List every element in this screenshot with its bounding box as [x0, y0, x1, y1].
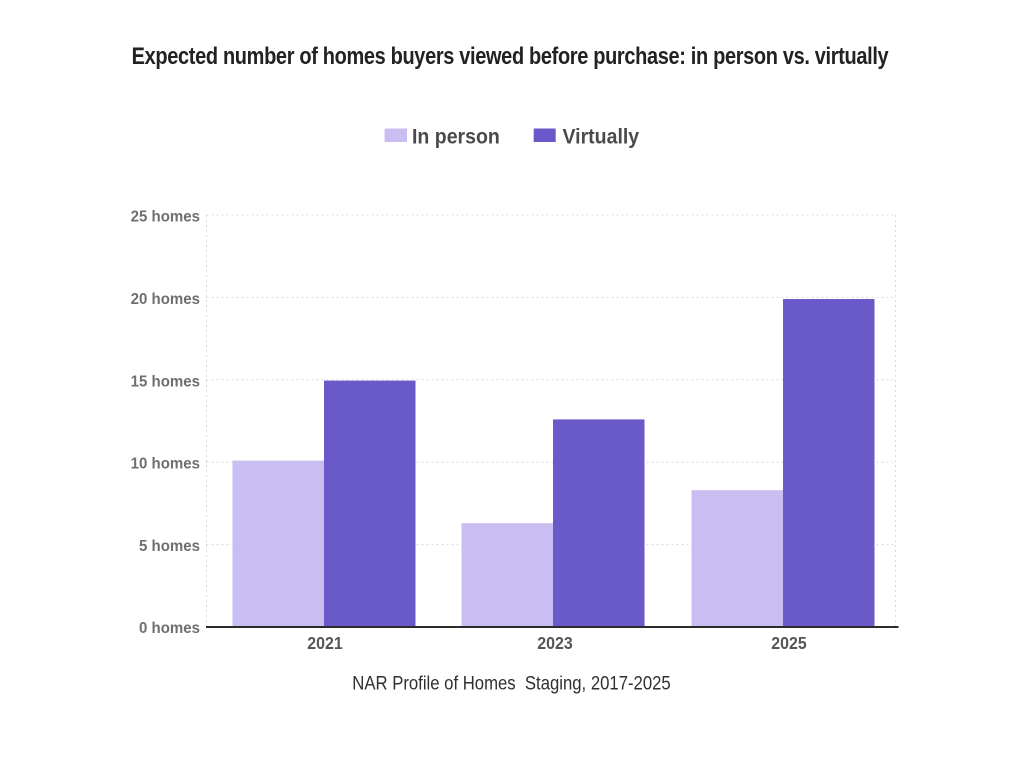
- svg-text:2021: 2021: [307, 634, 342, 654]
- svg-text:10 homes: 10 homes: [131, 455, 200, 473]
- svg-text:20 homes: 20 homes: [131, 291, 200, 309]
- svg-text:0 homes: 0 homes: [139, 620, 200, 638]
- svg-text:15 homes: 15 homes: [131, 373, 200, 391]
- svg-text:25 homes: 25 homes: [131, 208, 200, 226]
- svg-text:2023: 2023: [537, 634, 572, 654]
- svg-text:In person: In person: [412, 126, 500, 149]
- svg-text:NAR Profile of Homes Staging,: NAR Profile of Homes Staging, 2017-2025: [352, 673, 670, 694]
- svg-text:Expected number of homes buyer: Expected number of homes buyers viewed b…: [132, 42, 890, 69]
- svg-text:Virtually: Virtually: [563, 126, 640, 149]
- svg-text:2025: 2025: [771, 634, 806, 654]
- svg-text:5 homes: 5 homes: [139, 538, 200, 556]
